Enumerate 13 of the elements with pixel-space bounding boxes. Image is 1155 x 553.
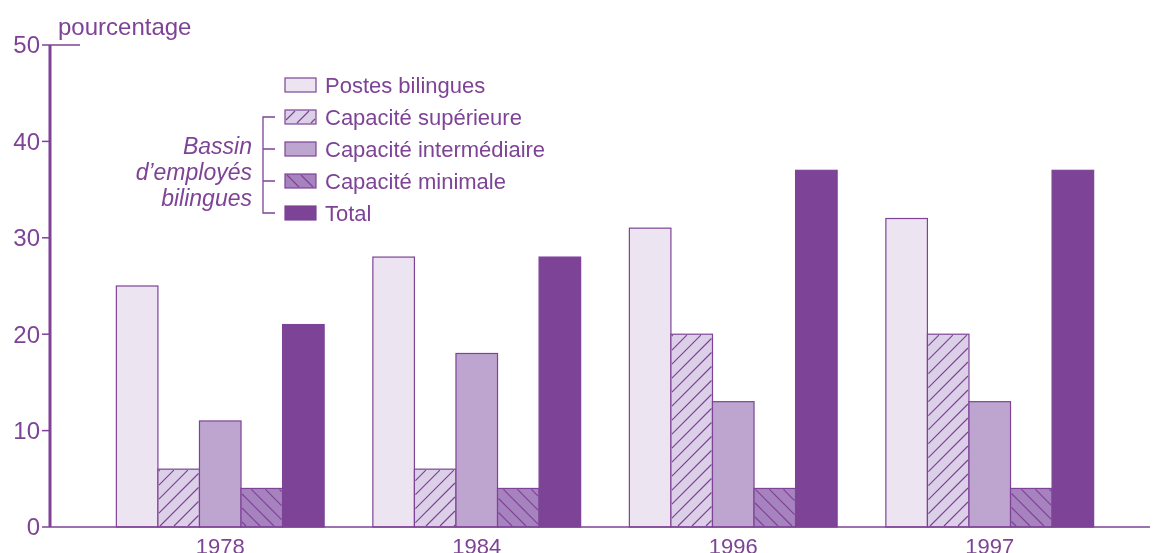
y-tick-label: 30 [13,224,40,252]
y-tick-label: 50 [13,31,40,59]
y-tick-label: 40 [13,127,40,155]
legend-label: Capacité supérieure [325,104,522,130]
legend-label: Postes bilingues [325,72,486,98]
legend-label: Capacité intermédiaire [325,136,546,162]
legend-label: Capacité minimale [325,168,506,194]
y-tick-label: 10 [13,417,40,444]
y-tick-label: 0 [26,513,40,541]
y-axis-title: pourcentage [58,13,192,40]
legend-label: Total [325,200,372,226]
annotation: Bassin d’employés bilingues [135,133,253,212]
y-tick-label: 20 [13,320,40,348]
